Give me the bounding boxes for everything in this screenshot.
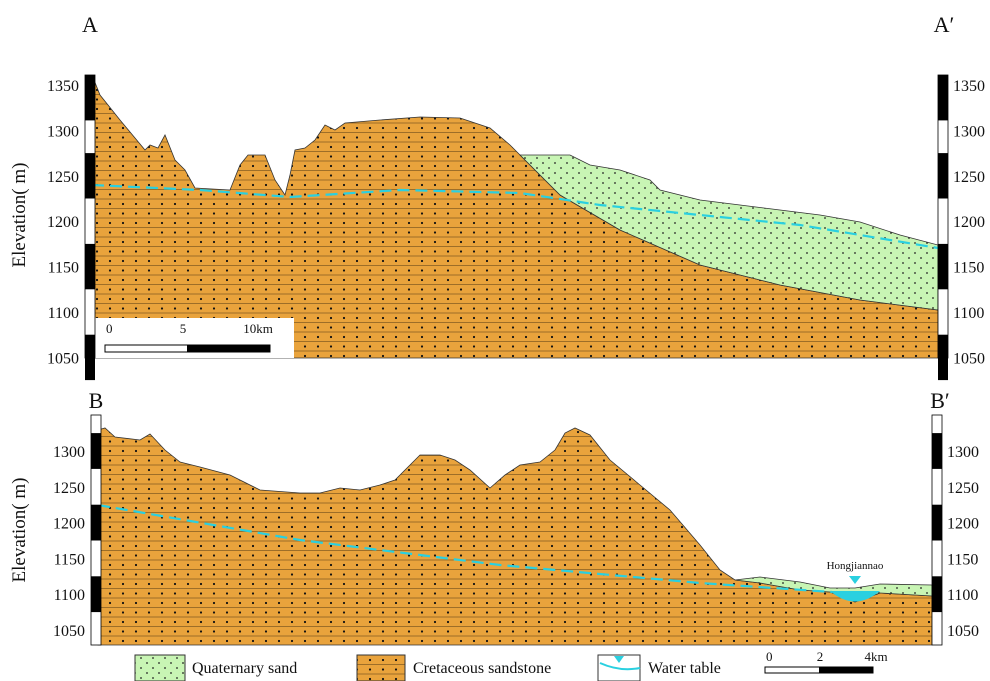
tick-label: 1200 — [47, 214, 79, 231]
tick-label: 1250 — [953, 169, 985, 186]
section-label: B′ — [930, 388, 950, 413]
scale-label: 0 — [106, 321, 113, 336]
section-b — [98, 428, 932, 645]
tick-label: 1350 — [47, 78, 79, 95]
tick-label: 1100 — [947, 587, 978, 604]
tick-label: 1100 — [953, 305, 984, 322]
tick-label: 1150 — [953, 260, 984, 277]
section-label: B — [89, 388, 104, 413]
scale-label: 2 — [817, 649, 824, 664]
tick-label: 1200 — [53, 516, 85, 533]
tick-label: 1150 — [54, 551, 85, 568]
tick-label: 1200 — [947, 516, 979, 533]
scale-label: 0 — [766, 649, 773, 664]
scale-bar-fill — [819, 667, 873, 673]
scale-label: 5 — [180, 321, 187, 336]
legend-label: Quaternary sand — [192, 660, 297, 677]
elevation-bar-segment — [85, 335, 95, 380]
legend: Quaternary sand Cretaceous sandstone Wat… — [135, 655, 873, 681]
elevation-bar-segment — [85, 153, 95, 198]
scale-label: 4km — [864, 649, 887, 664]
scale-bar-fill — [187, 345, 270, 352]
tick-label: 1050 — [47, 350, 79, 367]
tick-label: 1250 — [947, 480, 979, 497]
elevation-bar-segment — [932, 433, 942, 469]
legend-swatch — [357, 655, 405, 681]
scale-label: 10km — [243, 321, 273, 336]
tick-label: 1100 — [48, 305, 79, 322]
cretaceous-sandstone — [98, 428, 932, 645]
elevation-bar-segment — [932, 576, 942, 612]
tick-label: 1350 — [953, 78, 985, 95]
axis-label: Elevation( m) — [9, 478, 30, 583]
section-label: A′ — [934, 12, 955, 37]
tick-label: 1150 — [947, 551, 978, 568]
elevation-bar-segment — [85, 244, 95, 289]
elevation-bar-segment — [91, 433, 101, 469]
axis-label: Elevation( m) — [9, 163, 30, 268]
elevation-bar-segment — [91, 576, 101, 612]
tick-label: 1300 — [947, 444, 979, 461]
legend-label: Cretaceous sandstone — [413, 660, 551, 677]
tick-label: 1050 — [947, 623, 979, 640]
tick-label: 1200 — [953, 214, 985, 231]
tick-label: 1150 — [48, 260, 79, 277]
elevation-bar-segment — [932, 505, 942, 541]
tick-label: 1050 — [53, 623, 85, 640]
tick-label: 1050 — [953, 350, 985, 367]
tick-label: 1250 — [47, 169, 79, 186]
elevation-bar-segment — [938, 335, 948, 380]
legend-label: Water table — [648, 660, 721, 677]
lake-marker — [849, 576, 861, 584]
tick-label: 1300 — [53, 444, 85, 461]
tick-label: 1300 — [953, 123, 985, 140]
section-label: A — [82, 12, 98, 37]
elevation-bar-segment — [938, 75, 948, 120]
elevation-bar-segment — [938, 244, 948, 289]
elevation-bar-segment — [85, 75, 95, 120]
elevation-bar-segment — [938, 153, 948, 198]
tick-label: 1100 — [54, 587, 85, 604]
elevation-bar-segment — [91, 505, 101, 541]
tick-label: 1300 — [47, 123, 79, 140]
place-label: Hongjiannao — [827, 560, 884, 572]
legend-swatch — [135, 655, 185, 681]
section-a — [92, 75, 938, 358]
tick-label: 1250 — [53, 480, 85, 497]
figure: Quaternary sand Cretaceous sandstone Wat… — [0, 0, 990, 681]
